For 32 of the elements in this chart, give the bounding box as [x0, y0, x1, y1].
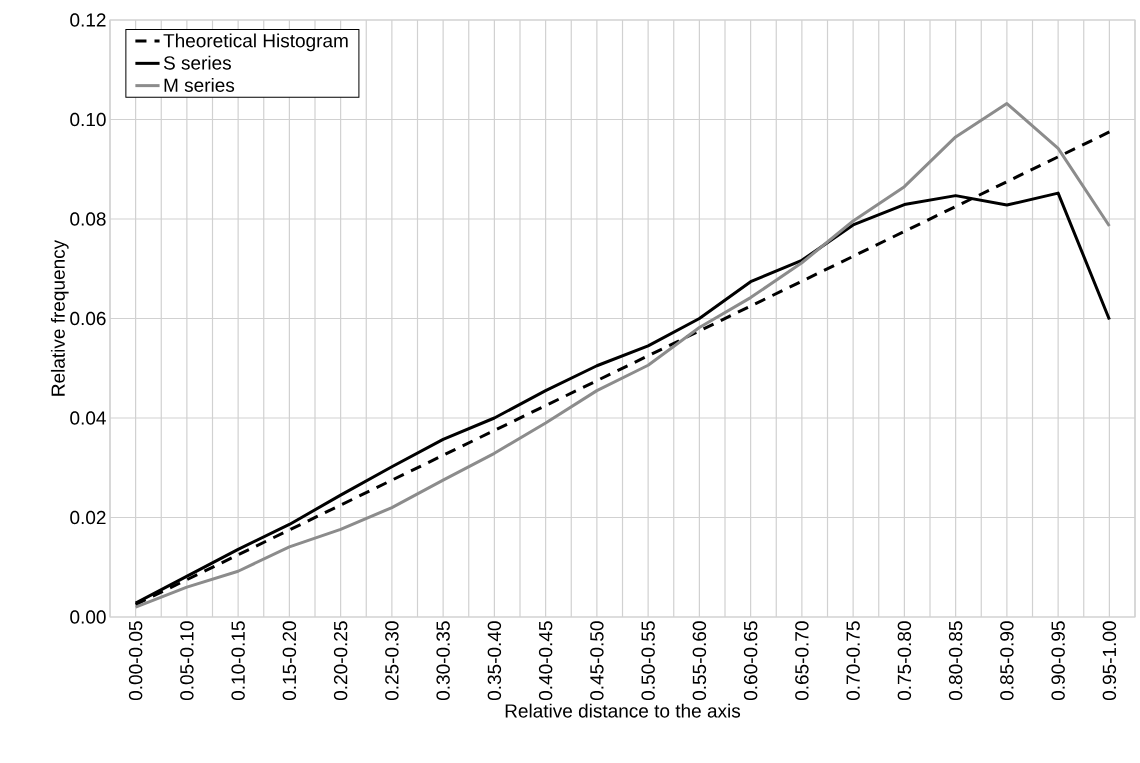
x-tick-label: 0.30-0.35 — [436, 621, 450, 701]
x-tick-label: 0.15-0.20 — [282, 621, 297, 701]
x-tick-label: 0.90-0.95 — [1051, 621, 1065, 701]
y-tick-label: 0.00 — [70, 610, 106, 624]
x-tick-label: 0.70-0.75 — [846, 621, 860, 701]
x-tick-label: 0.50-0.55 — [641, 621, 655, 701]
x-tick-label: 0.45-0.50 — [590, 621, 604, 701]
y-tick-label: 0.02 — [70, 510, 106, 525]
x-axis-title: Relative distance to the axis — [505, 703, 741, 718]
y-tick-label: 0.04 — [70, 411, 106, 425]
x-tick-label: 0.80-0.85 — [948, 621, 963, 701]
y-tick-label: 0.12 — [70, 13, 106, 27]
y-tick-label: 0.10 — [70, 112, 106, 127]
legend-label: S series — [163, 55, 231, 70]
x-tick-label: 0.60-0.65 — [743, 621, 758, 701]
y-axis-title: Relative frequency — [50, 239, 69, 396]
x-tick-label: 0.75-0.80 — [897, 621, 912, 701]
x-tick-label: 0.20-0.25 — [333, 621, 348, 701]
y-tick-label: 0.08 — [70, 212, 106, 226]
y-tick-label: 0.06 — [70, 311, 106, 326]
x-tick-label: 0.35-0.40 — [487, 621, 502, 701]
x-tick-label: 0.25-0.30 — [385, 621, 399, 701]
x-tick-label: 0.05-0.10 — [180, 621, 194, 701]
x-tick-label: 0.00-0.05 — [128, 621, 143, 701]
x-tick-label: 0.10-0.15 — [231, 621, 245, 701]
x-tick-label: 0.65-0.70 — [795, 621, 809, 701]
x-tick-label: 0.55-0.60 — [692, 621, 707, 701]
legend-label: Theoretical Histogram — [163, 33, 348, 52]
x-tick-label: 0.95-1.00 — [1102, 621, 1117, 701]
x-tick-label: 0.40-0.45 — [538, 621, 553, 701]
legend-label: M series — [164, 77, 235, 92]
x-tick-label: 0.85-0.90 — [1000, 621, 1014, 701]
